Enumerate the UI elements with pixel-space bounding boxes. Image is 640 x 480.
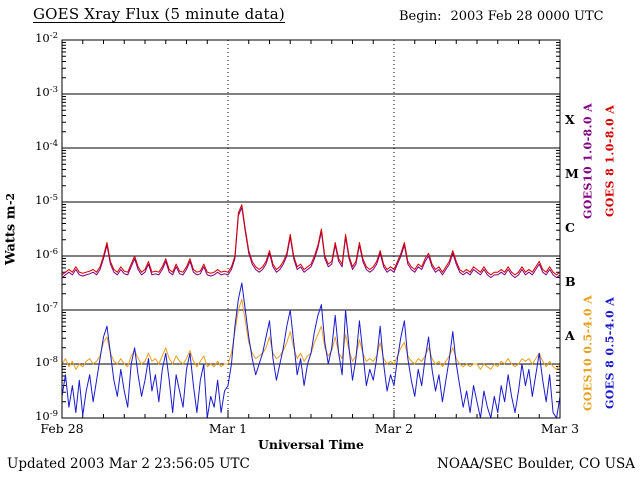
updated-timestamp: Updated 2003 Mar 2 23:56:05 UTC (7, 456, 250, 472)
begin-timestamp: Begin: 2003 Feb 28 0000 UTC (399, 9, 604, 24)
trace-goes-8-1-0-8-0-a (61, 204, 561, 276)
begin-label: Begin: (399, 9, 442, 24)
page-title: GOES Xray Flux (5 minute data) (33, 5, 285, 23)
plot-border (61, 39, 561, 419)
begin-value: 2003 Feb 28 0000 UTC (450, 9, 604, 24)
trace-goes10-1-0-8-0-a (61, 206, 561, 279)
trace-goes-8-0-5-4-0-a (61, 282, 561, 419)
credit-text: NOAA/SEC Boulder, CO USA (437, 456, 635, 472)
